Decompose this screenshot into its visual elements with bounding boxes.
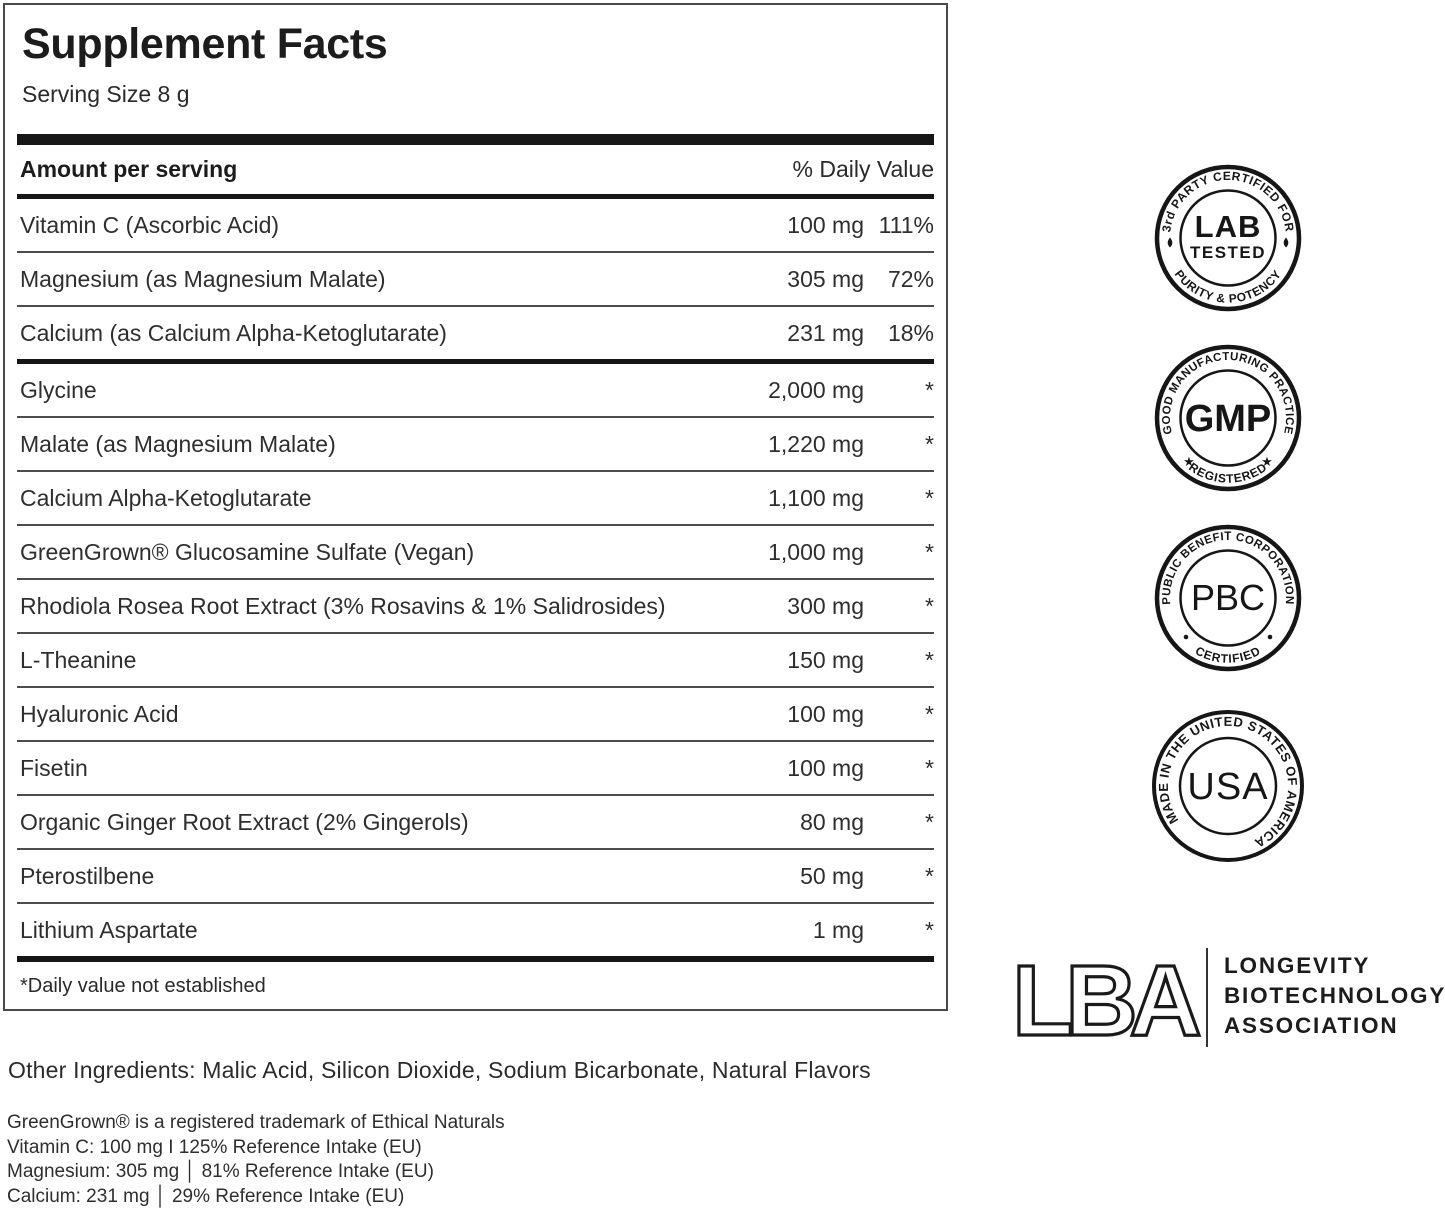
ingredient-amount: 2,000 mg: [768, 377, 864, 404]
badge-center-text: PBC: [1191, 577, 1265, 618]
ingredient-amount: 300 mg: [787, 593, 864, 620]
thick-divider-bar: [17, 134, 934, 145]
ingredient-name: Lithium Aspartate: [17, 917, 813, 944]
ingredient-daily-value: *: [864, 863, 934, 890]
association-line: ASSOCIATION: [1224, 1011, 1445, 1041]
droplet-icon: [1284, 238, 1289, 248]
ingredient-name: Magnesium (as Magnesium Malate): [17, 266, 787, 293]
ingredient-daily-value: *: [864, 647, 934, 674]
ingredient-name: Calcium Alpha-Ketoglutarate: [17, 485, 768, 512]
dot-icon: [1268, 635, 1273, 640]
ingredient-daily-value: 72%: [864, 266, 934, 293]
ingredient-daily-value: 18%: [864, 320, 934, 347]
ingredient-daily-value: *: [864, 593, 934, 620]
ingredient-amount: 100 mg: [787, 701, 864, 728]
association-line: BIOTECHNOLOGY: [1224, 981, 1445, 1011]
badge-center-text: USA: [1187, 766, 1268, 808]
ingredient-name: Rhodiola Rosea Root Extract (3% Rosavins…: [17, 593, 787, 620]
ingredient-daily-value: *: [864, 377, 934, 404]
ingredient-name: Glycine: [17, 377, 768, 404]
ingredient-amount: 50 mg: [800, 863, 864, 890]
pbc-badge: PUBLIC BENEFIT CORPORATION CERTIFIED PBC: [1148, 518, 1308, 678]
ingredient-name: Fisetin: [17, 755, 787, 782]
ingredient-name: Pterostilbene: [17, 863, 800, 890]
ingredient-amount: 1,220 mg: [768, 431, 864, 458]
ingredient-name: Vitamin C (Ascorbic Acid): [17, 212, 787, 239]
daily-value-footnote: *Daily value not established: [17, 962, 934, 998]
ingredient-daily-value: *: [864, 539, 934, 566]
serving-size: Serving Size 8 g: [22, 82, 934, 107]
panel-title: Supplement Facts: [22, 21, 934, 67]
ingredient-name: Malate (as Magnesium Malate): [17, 431, 768, 458]
daily-value-header: % Daily Value: [793, 156, 934, 183]
ingredient-daily-value: *: [864, 809, 934, 836]
table-row: Malate (as Magnesium Malate)1,220 mg*: [17, 418, 934, 470]
other-ingredients: Other Ingredients: Malic Acid, Silicon D…: [8, 1057, 871, 1084]
lba-monogram-logo: LBA: [1003, 945, 1203, 1050]
fine-print-line: GreenGrown® is a registered trademark of…: [7, 1111, 505, 1136]
ingredient-daily-value: *: [864, 431, 934, 458]
logo-divider: [1206, 948, 1208, 1047]
table-row: Organic Ginger Root Extract (2% Gingerol…: [17, 796, 934, 848]
ingredient-amount: 1 mg: [813, 917, 864, 944]
table-row: Rhodiola Rosea Root Extract (3% Rosavins…: [17, 580, 934, 632]
ingredient-amount: 1,100 mg: [768, 485, 864, 512]
ingredient-name: Hyaluronic Acid: [17, 701, 787, 728]
badge-center-text: LAB: [1195, 209, 1262, 244]
ingredient-amount: 150 mg: [787, 647, 864, 674]
badge-center-text: GMP: [1185, 398, 1272, 440]
ingredient-daily-value: *: [864, 701, 934, 728]
ingredient-daily-value: *: [864, 917, 934, 944]
amount-per-serving-header: Amount per serving: [17, 156, 237, 183]
ingredient-amount: 100 mg: [787, 212, 864, 239]
ingredient-daily-value: *: [864, 485, 934, 512]
usa-badge: MADE IN THE UNITED STATES OF AMERICA USA: [1148, 706, 1308, 866]
ingredient-daily-value: *: [864, 755, 934, 782]
ingredient-name: Calcium (as Calcium Alpha-Ketoglutarate): [17, 320, 787, 347]
ingredient-daily-value: 111%: [864, 212, 934, 239]
fine-print: GreenGrown® is a registered trademark of…: [7, 1111, 505, 1209]
ingredient-amount: 1,000 mg: [768, 539, 864, 566]
association-name: LONGEVITY BIOTECHNOLOGY ASSOCIATION: [1224, 951, 1445, 1041]
ingredient-amount: 231 mg: [787, 320, 864, 347]
ingredient-amount: 100 mg: [787, 755, 864, 782]
droplet-icon: [1168, 238, 1173, 248]
gmp-badge: GOOD MANUFACTURING PRACTICE REGISTERED G…: [1148, 338, 1308, 498]
fine-print-line: Magnesium: 305 mg │ 81% Reference Intake…: [7, 1160, 505, 1185]
star-icon: ★: [1183, 454, 1195, 469]
fine-print-line: Calcium: 231 mg │ 29% Reference Intake (…: [7, 1185, 505, 1209]
fine-print-line: Vitamin C: 100 mg I 125% Reference Intak…: [7, 1136, 505, 1161]
lab-tested-badge: 3rd PARTY CERTIFIED FOR PURITY & POTENCY…: [1148, 158, 1308, 318]
ingredient-name: L-Theanine: [17, 647, 787, 674]
table-row: GreenGrown® Glucosamine Sulfate (Vegan)1…: [17, 526, 934, 578]
ingredient-name: Organic Ginger Root Extract (2% Gingerol…: [17, 809, 800, 836]
lba-monogram-text: LBA: [1012, 945, 1199, 1050]
dot-icon: [1184, 635, 1189, 640]
supplement-facts-panel: Supplement Facts Serving Size 8 g Amount…: [3, 3, 948, 1011]
association-line: LONGEVITY: [1224, 951, 1445, 981]
table-column-headers: Amount per serving % Daily Value: [17, 145, 934, 194]
ingredient-name: GreenGrown® Glucosamine Sulfate (Vegan): [17, 539, 768, 566]
badge-center-subtext: TESTED: [1190, 243, 1266, 262]
star-icon: ★: [1261, 454, 1273, 469]
ingredient-amount: 305 mg: [787, 266, 864, 293]
table-row: Calcium (as Calcium Alpha-Ketoglutarate)…: [17, 307, 934, 359]
ingredient-amount: 80 mg: [800, 809, 864, 836]
